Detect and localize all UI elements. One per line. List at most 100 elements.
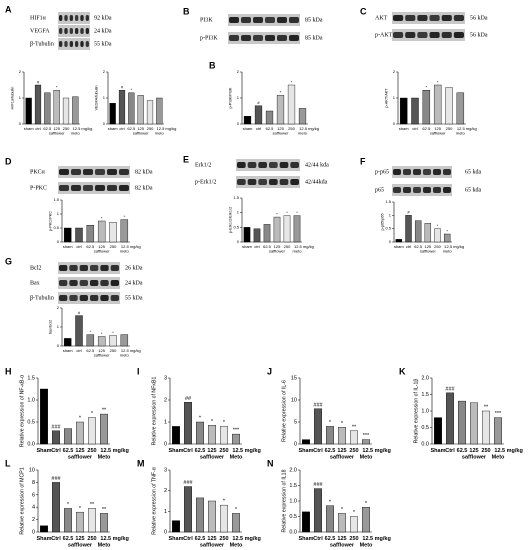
band-kda: 82 kDa bbox=[135, 185, 153, 191]
y-tick-label: 1.5 bbox=[289, 483, 297, 489]
group-label: safflower bbox=[330, 455, 355, 461]
x-tick-label: 250 bbox=[87, 536, 96, 542]
significance: * bbox=[291, 79, 293, 84]
significance: * bbox=[280, 90, 282, 95]
significance: ### bbox=[445, 386, 455, 392]
significance: * bbox=[101, 215, 103, 220]
bar bbox=[253, 228, 261, 243]
x-tick-label: 250 bbox=[219, 448, 228, 454]
bar bbox=[326, 505, 334, 533]
blot-band bbox=[441, 32, 452, 38]
blot-band bbox=[290, 162, 299, 168]
blot-band bbox=[443, 169, 451, 175]
y-tick-label: 1.5 bbox=[233, 195, 239, 200]
panel-letter: B bbox=[209, 60, 216, 70]
band-kda: 26 kDa bbox=[125, 265, 143, 271]
y-tick-label: 0 bbox=[57, 239, 60, 244]
group-label: meto bbox=[120, 353, 130, 358]
blot-band bbox=[69, 41, 73, 47]
y-tick-label: 10 bbox=[291, 397, 297, 403]
significance: * bbox=[365, 501, 368, 507]
x-tick-label: sham bbox=[24, 126, 34, 131]
significance: ** bbox=[484, 405, 489, 411]
significance: * bbox=[426, 84, 428, 89]
x-tick-label: sham bbox=[243, 126, 253, 131]
blot-band bbox=[229, 35, 239, 41]
panel-letter: K bbox=[399, 366, 406, 376]
y-axis-label: bax/bcl2 bbox=[48, 320, 52, 334]
group-label: safflower bbox=[133, 131, 150, 136]
y-tick-label: 0 bbox=[393, 121, 396, 126]
significance: # bbox=[121, 84, 124, 89]
bar bbox=[64, 508, 72, 533]
blot-band bbox=[413, 169, 421, 175]
blot-band bbox=[59, 41, 63, 47]
blot-band bbox=[229, 17, 239, 23]
panel-letter: J bbox=[267, 366, 272, 376]
blot-band bbox=[64, 28, 68, 34]
x-tick-label: 62.5 bbox=[86, 348, 95, 353]
y-tick-label: 5 bbox=[294, 419, 297, 425]
significance: * bbox=[223, 420, 226, 426]
bar bbox=[196, 421, 204, 445]
bar bbox=[40, 525, 48, 533]
x-tick-label: 250 bbox=[87, 448, 96, 454]
bar bbox=[120, 334, 129, 347]
group-label: safflower bbox=[462, 455, 487, 461]
blot-band bbox=[237, 162, 246, 168]
y-tick-label: 1.0 bbox=[289, 498, 297, 504]
bar bbox=[395, 239, 403, 243]
blot-band bbox=[241, 17, 251, 23]
significance: * bbox=[56, 84, 58, 89]
y-tick-label: 3 bbox=[164, 375, 167, 381]
x-tick-label: Ctrl bbox=[183, 536, 193, 542]
band-name: p-PI3K bbox=[200, 35, 218, 41]
x-tick-label: 62.5 bbox=[43, 126, 52, 131]
band-kda: 56 kDa bbox=[470, 15, 488, 21]
blot-band bbox=[253, 35, 263, 41]
significance: * bbox=[329, 499, 332, 505]
bar bbox=[362, 439, 370, 445]
bar bbox=[283, 215, 291, 243]
bar bbox=[146, 100, 154, 125]
blot-band bbox=[79, 295, 88, 301]
blot-band bbox=[110, 295, 119, 301]
x-tick-label: 125 bbox=[337, 448, 346, 454]
significance: * bbox=[276, 211, 278, 216]
group-label: meto bbox=[443, 249, 453, 254]
y-tick-label: 1.5 bbox=[421, 392, 429, 398]
significance: * bbox=[296, 210, 298, 215]
bar bbox=[424, 223, 432, 243]
bar bbox=[422, 89, 431, 125]
blot-band bbox=[110, 280, 119, 286]
blot-band bbox=[64, 15, 68, 21]
blot-strip bbox=[58, 12, 90, 24]
panel-letter: A bbox=[5, 4, 12, 14]
blot-band bbox=[100, 280, 109, 286]
significance: # bbox=[257, 100, 260, 105]
blot-band bbox=[100, 265, 109, 271]
x-tick-label: Sham bbox=[431, 448, 446, 454]
y-axis-label: p-p65/p65 bbox=[380, 213, 384, 230]
significance: *** bbox=[233, 428, 240, 434]
y-axis-label: Relative expression of IL18 bbox=[281, 469, 287, 532]
blot-band bbox=[85, 41, 89, 47]
bar bbox=[63, 338, 72, 347]
y-tick-label: 0.0 bbox=[27, 441, 35, 447]
bar bbox=[265, 110, 274, 125]
bar bbox=[458, 400, 466, 445]
x-tick-label: 12.5 mg/kg bbox=[494, 448, 522, 454]
bar bbox=[243, 115, 252, 125]
significance: * bbox=[341, 421, 344, 427]
y-axis-label: Relative expression of NFκB1 bbox=[151, 377, 157, 446]
x-tick-label: 125 bbox=[137, 126, 144, 131]
band-name: β-Tubulin bbox=[30, 41, 54, 47]
panel-letter: C bbox=[360, 6, 367, 16]
y-tick-label: 0.5 bbox=[53, 225, 59, 230]
bar bbox=[350, 516, 358, 533]
bar bbox=[243, 227, 251, 243]
bar bbox=[232, 513, 240, 533]
x-tick-label: 250 bbox=[110, 348, 117, 353]
y-tick-label: 0 bbox=[19, 121, 22, 126]
panel-letter: D bbox=[5, 156, 12, 166]
